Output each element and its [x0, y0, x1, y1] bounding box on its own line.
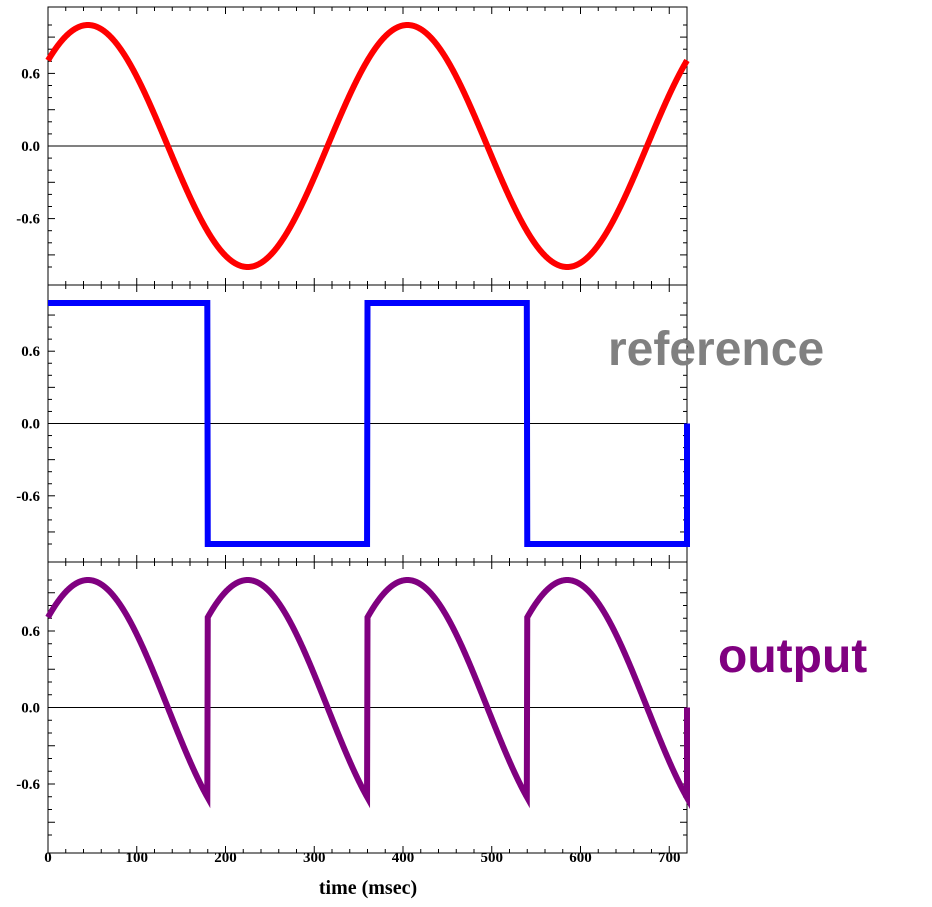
y-tick-label: 0.6 [21, 344, 40, 360]
series-line-reference [48, 300, 690, 547]
y-tick-label: -0.6 [16, 489, 40, 505]
x-tick-label: 0 [44, 850, 52, 866]
y-tick-label: 0.0 [21, 417, 40, 433]
panel-reference: 0.6 0.0 -0.6 [16, 284, 690, 563]
y-tick-label: 0.0 [21, 139, 40, 155]
series-line-output [45, 577, 690, 810]
y-tick-label: -0.6 [16, 212, 40, 228]
x-tick-label: 600 [569, 850, 592, 866]
x-tick-label: 500 [481, 850, 504, 866]
x-tick-label: 700 [658, 850, 681, 866]
x-tick-label: 100 [126, 850, 149, 866]
y-tick-label: 0.6 [21, 66, 40, 82]
x-tick-label: 400 [392, 850, 415, 866]
y-tick-label: -0.6 [16, 777, 40, 793]
x-axis-label: time (msec) [319, 877, 417, 899]
y-tick-label: 0.6 [21, 624, 40, 640]
panel-output: 0.6 0.0 -0.6 [16, 561, 690, 854]
x-tick-label: 200 [214, 850, 237, 866]
panel-sine: 0.6 0.0 -0.6 [16, 6, 690, 286]
series-line-sine [45, 22, 690, 270]
x-tick-label: 300 [303, 850, 326, 866]
y-tick-label: 0.0 [21, 701, 40, 717]
reference-label: reference [608, 323, 824, 376]
output-label: output [718, 630, 867, 683]
